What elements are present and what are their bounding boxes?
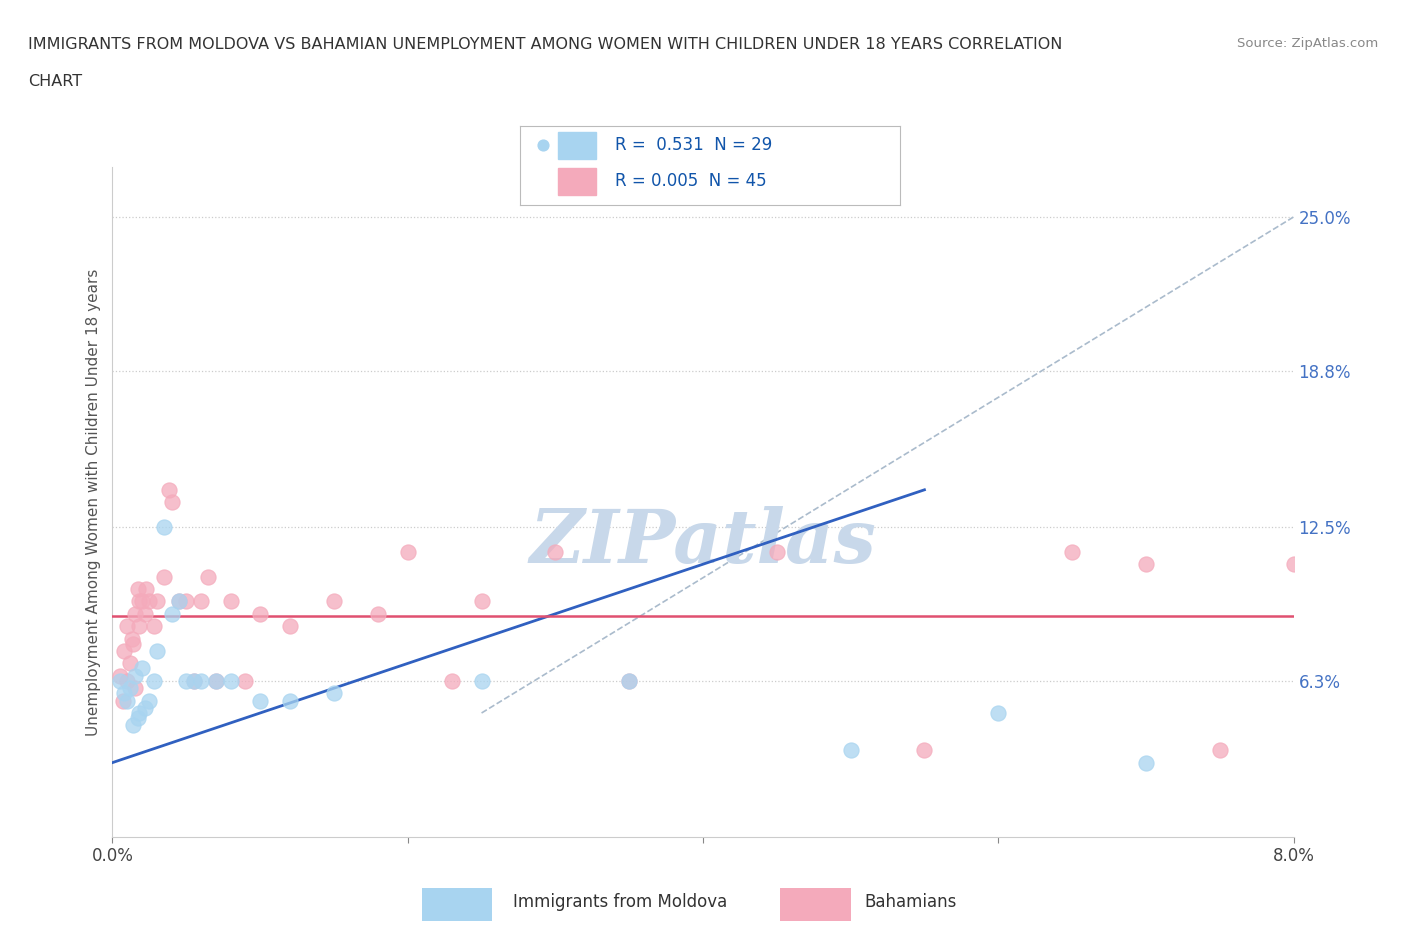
Text: Immigrants from Moldova: Immigrants from Moldova [513,893,727,911]
Point [108,673,131,688]
Point [117,673,138,688]
Point [135,581,157,596]
Point [124,669,146,684]
Point [138,693,160,708]
Point [146,644,169,658]
Point [839,743,862,758]
Point [987,706,1010,721]
Point [766,544,789,559]
Point [134,700,156,715]
Bar [558,168,596,195]
Y-axis label: Unemployment Among Women with Children Under 18 years: Unemployment Among Women with Children U… [86,269,101,736]
Bar [558,132,596,159]
Point [142,618,165,633]
Point [205,673,228,688]
Text: ZIPatlas: ZIPatlas [530,506,876,578]
Point [122,718,145,733]
Text: Source: ZipAtlas.com: Source: ZipAtlas.com [1237,37,1378,50]
Point [219,673,242,688]
Point [1135,557,1157,572]
Point [233,673,256,688]
Point [323,594,346,609]
Point [120,681,142,696]
Point [117,693,138,708]
Point [619,673,641,688]
Text: IMMIGRANTS FROM MOLDOVA VS BAHAMIAN UNEMPLOYMENT AMONG WOMEN WITH CHILDREN UNDER: IMMIGRANTS FROM MOLDOVA VS BAHAMIAN UNEM… [28,37,1063,52]
Point [153,569,176,584]
Point [146,594,169,609]
Point [470,673,494,688]
Point [367,606,389,621]
Point [112,644,135,658]
Point [128,618,150,633]
Text: R =  0.531  N = 29: R = 0.531 N = 29 [616,136,772,153]
Point [142,673,165,688]
Point [138,594,160,609]
Text: Bahamians: Bahamians [865,893,957,911]
Point [183,673,205,688]
Point [124,681,146,696]
Point [190,673,212,688]
Point [249,693,271,708]
Point [190,594,212,609]
Point [160,495,183,510]
Point [128,594,150,609]
Point [153,520,176,535]
Point [127,581,149,596]
Point [117,618,138,633]
Point [127,711,149,725]
Point [174,594,197,609]
Point [544,544,567,559]
Point [134,606,156,621]
Point [124,606,146,621]
Point [396,544,419,559]
Point [131,594,153,609]
Point [128,706,150,721]
Point [174,673,197,688]
Text: CHART: CHART [28,74,82,89]
Point [111,693,134,708]
Point [219,594,242,609]
Point [157,483,180,498]
Point [120,656,142,671]
Text: R = 0.005  N = 45: R = 0.005 N = 45 [616,172,766,190]
Point [323,685,346,700]
Point [131,661,153,676]
Point [1135,755,1157,770]
Point [441,673,464,688]
Point [914,743,936,758]
Point [470,594,494,609]
Point [205,673,228,688]
Point [249,606,271,621]
Point [108,669,131,684]
Point [197,569,219,584]
Point [531,137,554,152]
Point [278,693,301,708]
Point [121,631,143,646]
Point [1062,544,1084,559]
Point [160,606,183,621]
Point [1282,557,1305,572]
Point [122,636,145,651]
Point [183,673,205,688]
Point [1208,743,1232,758]
Point [619,673,641,688]
Point [167,594,190,609]
Point [278,618,301,633]
Point [112,685,135,700]
Point [167,594,190,609]
